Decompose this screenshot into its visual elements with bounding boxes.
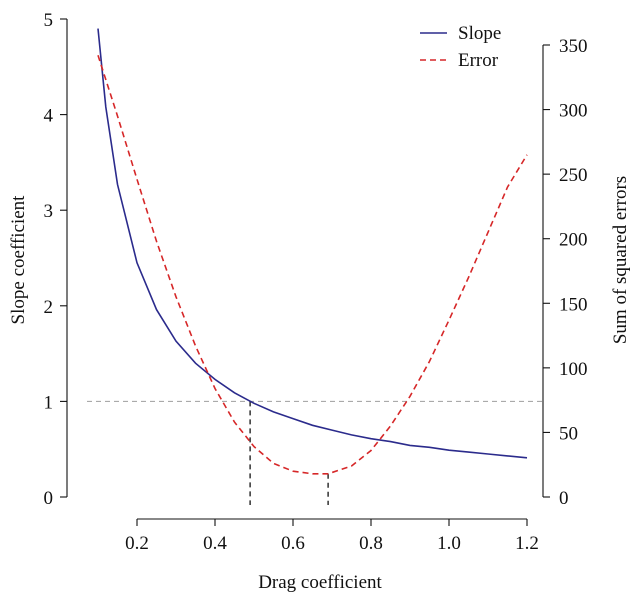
y-right-tick-label: 50 xyxy=(559,423,578,444)
y-left-tick-label: 4 xyxy=(44,106,54,127)
y-right-tick-label: 100 xyxy=(559,359,588,380)
x-tick-label: 0.2 xyxy=(125,533,149,554)
x-axis-title: Drag coefficient xyxy=(258,572,382,593)
axes-layer: 0.2 0.4 0.6 0.8 1.0 1.20123450501001502002503… xyxy=(44,10,588,554)
y-left-tick-label: 2 xyxy=(44,297,54,318)
series-line-slope xyxy=(97,28,528,459)
x-tick-label: 1.2 xyxy=(515,533,539,554)
x-tick-label: 0.8 xyxy=(359,533,383,554)
y-right-tick-label: 350 xyxy=(559,36,588,57)
y-left-tick-label: 0 xyxy=(44,488,54,509)
y-right-tick-label: 250 xyxy=(559,165,588,186)
x-tick-label: 0.4 xyxy=(203,533,227,554)
y-right-tick-label: 300 xyxy=(559,101,588,122)
plot-layer xyxy=(87,28,543,505)
series-line-error xyxy=(97,55,528,475)
y-left-tick-label: 5 xyxy=(44,10,54,31)
y-right-tick-label: 0 xyxy=(559,488,569,509)
legend: Slope Error xyxy=(420,23,501,71)
y-right-tick-label: 200 xyxy=(559,230,588,251)
x-tick-label: 0.6 xyxy=(281,533,305,554)
y-left-tick-label: 1 xyxy=(44,392,54,413)
y-left-tick-label: 3 xyxy=(44,201,54,222)
legend-label-slope: Slope xyxy=(458,23,501,44)
y-axis-right-title: Sum of squared errors xyxy=(610,176,631,344)
y-axis-left-title: Slope coefficient xyxy=(8,195,29,325)
x-tick-label: 1.0 xyxy=(437,533,461,554)
legend-label-error: Error xyxy=(458,50,499,71)
y-right-tick-label: 150 xyxy=(559,294,588,315)
